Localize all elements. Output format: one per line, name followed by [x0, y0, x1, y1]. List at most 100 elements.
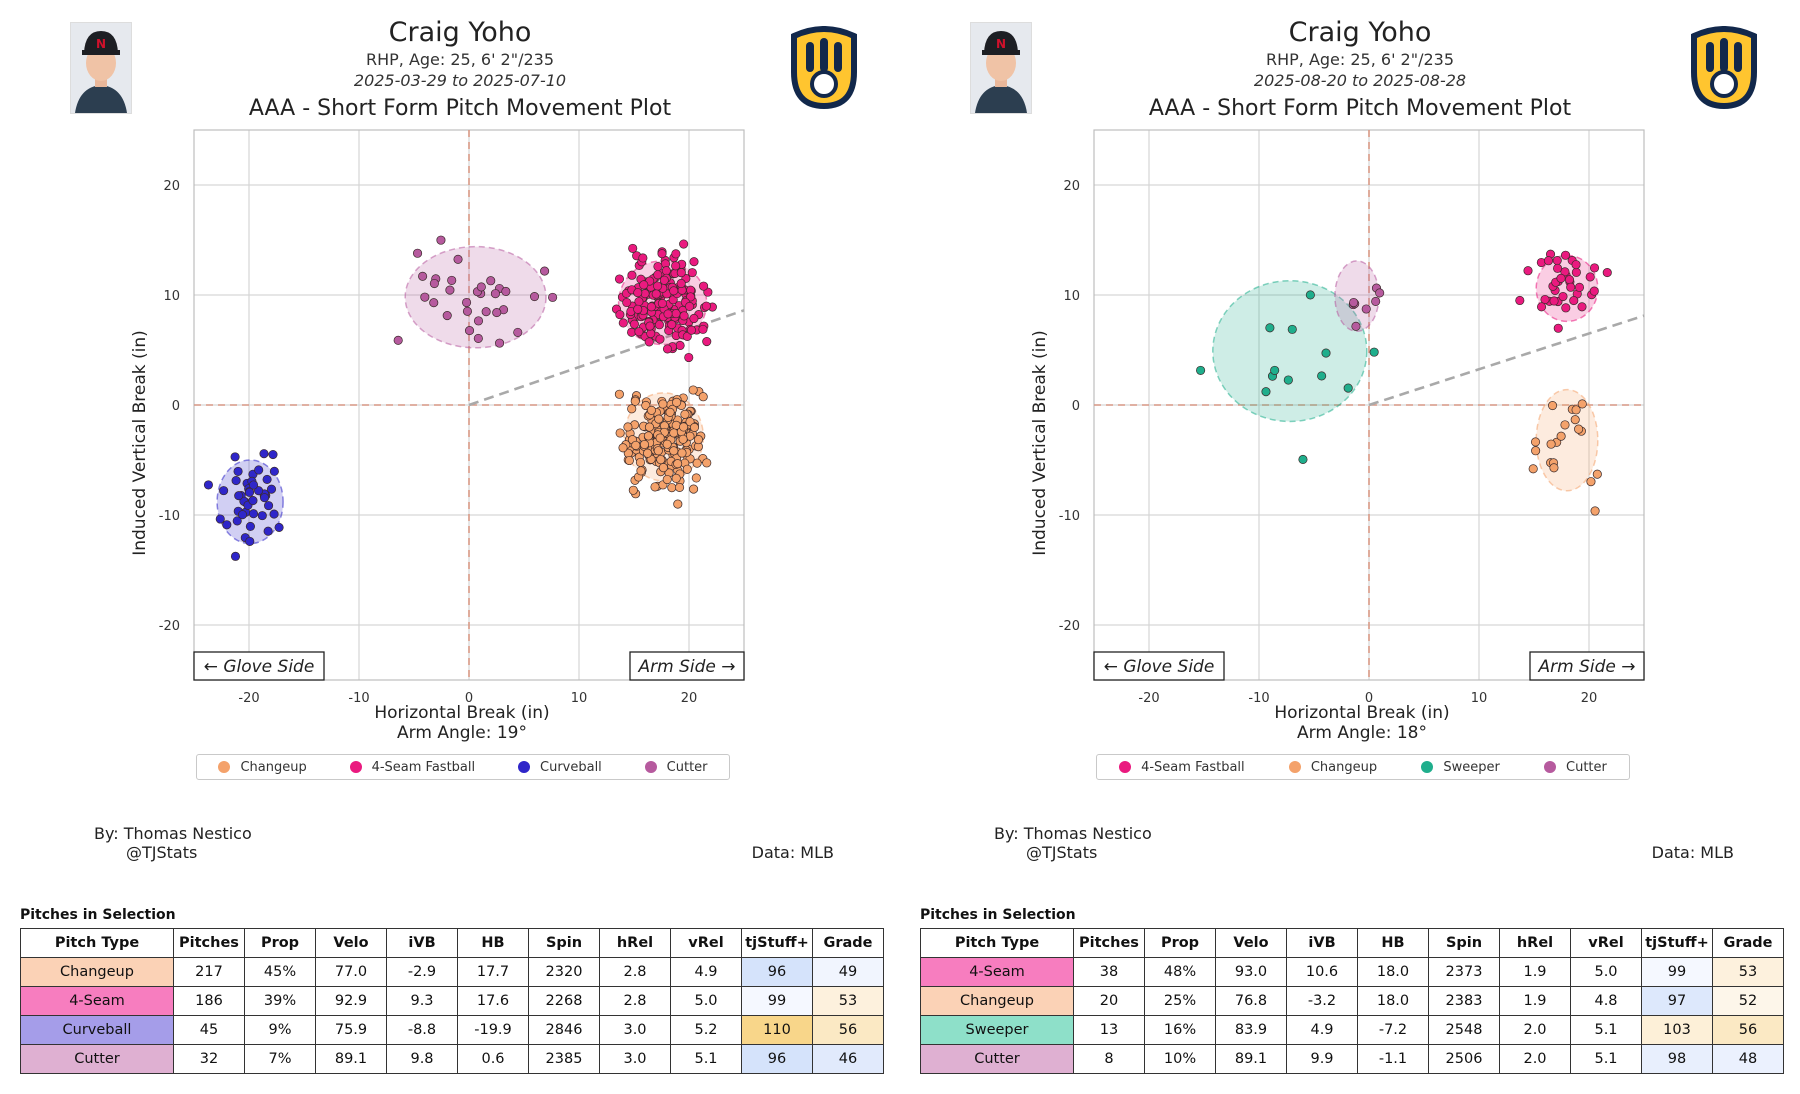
data-point — [1560, 250, 1571, 260]
data-point — [1361, 304, 1371, 314]
data-point — [1577, 399, 1587, 409]
table-cell: 48% — [1144, 957, 1216, 987]
table-cell: 2373 — [1428, 957, 1500, 987]
table-cell: 2548 — [1428, 1015, 1500, 1045]
table-cell: 32 — [173, 1044, 245, 1074]
legend-label: Sweeper — [1443, 759, 1500, 775]
data-point — [462, 297, 472, 308]
data-point — [442, 310, 452, 321]
data-point — [495, 338, 505, 348]
col-header: vRel — [670, 928, 742, 958]
data-point — [237, 510, 248, 520]
table-cell: 2268 — [528, 986, 600, 1016]
table-cell: 25% — [1144, 986, 1216, 1016]
data-point — [248, 509, 259, 519]
data-point — [1540, 294, 1550, 305]
table-cell: 4.9 — [1286, 1015, 1358, 1045]
table-cell: 186 — [173, 986, 245, 1016]
data-point — [1589, 263, 1600, 273]
data-point — [1265, 323, 1275, 333]
table-cell: 5.0 — [1570, 957, 1642, 987]
arm-side-box: Arm Side → — [629, 651, 745, 681]
table-cell: 56 — [812, 1015, 884, 1045]
data-point — [662, 439, 672, 449]
data-point — [675, 482, 685, 492]
arm-side-frame — [1529, 651, 1645, 681]
series-4-seam-fastball — [1515, 249, 1612, 333]
data-point — [698, 324, 708, 334]
data-point — [682, 331, 692, 341]
pitch-type-cell: Curveball — [20, 1015, 174, 1045]
arm-angle-line — [1368, 314, 1645, 407]
col-header: tjStuff+ — [1641, 928, 1713, 958]
pitcher-name: Craig Yoho — [388, 17, 532, 48]
legend-marker — [644, 761, 657, 773]
data-point — [1371, 296, 1381, 306]
data-point — [232, 516, 242, 526]
pitch-type-cell: 4-Seam — [20, 986, 174, 1016]
data-point — [623, 422, 633, 432]
legend-item: Changeup — [1288, 760, 1377, 775]
data-point — [1298, 454, 1308, 465]
table-cell: 20 — [1073, 986, 1145, 1016]
data-point — [1523, 266, 1533, 276]
y-axis-label: Induced Vertical Break (in) — [130, 330, 150, 556]
table-cell: 18.0 — [1357, 957, 1429, 987]
legend-label: Cutter — [1566, 759, 1607, 775]
data-point — [1561, 303, 1571, 313]
table-cell: 8 — [1073, 1044, 1145, 1074]
data-point — [1343, 383, 1353, 393]
data-point — [682, 464, 692, 474]
data-point — [274, 522, 284, 532]
pitch-type-cell: Cutter — [920, 1044, 1074, 1074]
data-point — [266, 484, 277, 494]
table-cell: -3.2 — [1286, 986, 1358, 1016]
data-point — [633, 304, 643, 314]
data-point — [633, 288, 643, 298]
x-tick-label: 20 — [681, 691, 698, 706]
data-point — [653, 446, 663, 456]
table-cell: 83.9 — [1215, 1015, 1287, 1045]
data-point — [671, 249, 681, 259]
x-tick-label: 10 — [1471, 691, 1488, 706]
data-point — [257, 511, 267, 521]
y-tick-label: 10 — [163, 289, 180, 304]
table-cell: 99 — [1641, 957, 1713, 987]
data-point — [1305, 290, 1315, 300]
data-point — [689, 422, 700, 432]
data-point — [675, 340, 685, 351]
y-tick-label: 0 — [172, 399, 180, 414]
legend-marker — [1421, 761, 1434, 773]
plot-header: Craig Yoho RHP, Age: 25, 6' 2"/235 2025-… — [200, 16, 720, 92]
table-cell: 89.1 — [315, 1044, 387, 1074]
data-point — [486, 276, 496, 286]
data-point — [655, 433, 665, 443]
data-point — [630, 396, 640, 406]
data-point — [627, 270, 637, 280]
table-cell: 9.3 — [386, 986, 458, 1016]
author: By: Thomas Nestico — [994, 824, 1152, 843]
table-cell: -2.9 — [386, 957, 458, 987]
legend-item: 4-Seam Fastball — [349, 760, 475, 775]
data-point — [418, 271, 428, 281]
data-point — [473, 333, 483, 344]
data-point — [1546, 439, 1556, 449]
data-point — [614, 274, 625, 284]
y-tick-label: 20 — [163, 179, 180, 194]
legend-marker — [218, 761, 231, 773]
author-handle: @TJStats — [1026, 843, 1098, 862]
y-tick-label: 10 — [1063, 289, 1080, 304]
author-handle: @TJStats — [126, 843, 198, 862]
table-cell: 9% — [244, 1015, 316, 1045]
data-point — [222, 520, 232, 530]
legend-label: 4-Seam Fastball — [1141, 759, 1245, 775]
arm-angle-label: Arm Angle: 19° — [397, 723, 527, 743]
data-point — [645, 321, 655, 331]
data-point — [230, 551, 241, 561]
data-point — [420, 292, 430, 302]
data-point — [646, 328, 656, 339]
data-point — [679, 239, 689, 249]
data-point — [1553, 323, 1563, 333]
data-point — [653, 261, 663, 272]
legend-item: Cutter — [644, 760, 708, 775]
